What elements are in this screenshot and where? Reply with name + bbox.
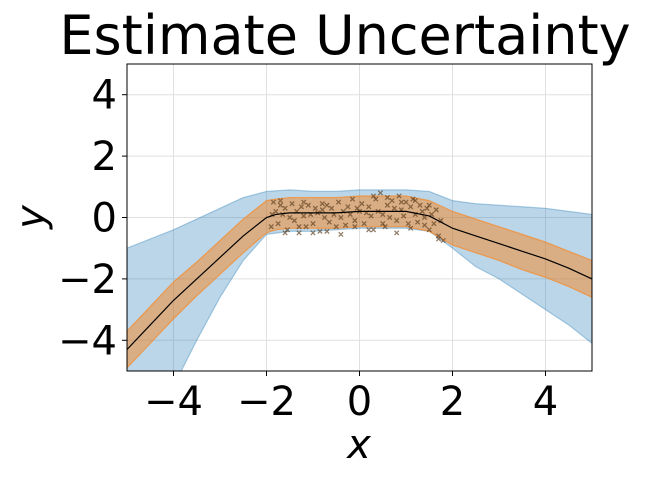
data-point [310, 230, 316, 236]
y-axis-label: y [8, 204, 54, 230]
y-tick-label: −4 [58, 318, 117, 364]
y-tick-label: 2 [92, 134, 117, 180]
data-point [352, 224, 358, 230]
data-point [305, 202, 312, 208]
data-point [389, 197, 395, 204]
data-point [328, 205, 335, 211]
data-point [359, 201, 365, 207]
x-axis-label: x [345, 422, 371, 468]
data-point [287, 214, 293, 221]
data-point [366, 227, 372, 233]
data-point [380, 220, 386, 227]
data-point [407, 225, 414, 231]
data-point [310, 220, 316, 227]
uncertainty-bands [127, 189, 592, 371]
x-tick-label: −2 [237, 379, 296, 425]
outer-uncertainty-band [127, 189, 592, 371]
data-point [414, 219, 421, 225]
data-point [282, 230, 288, 236]
data-point [277, 197, 284, 204]
data-point [345, 204, 351, 210]
data-point [438, 217, 444, 224]
data-point [319, 201, 325, 207]
chart-title: Estimate Uncertainty [59, 4, 630, 67]
data-point [412, 197, 418, 204]
data-point [298, 204, 305, 210]
data-point [275, 220, 281, 227]
data-point [312, 205, 318, 211]
data-point [405, 220, 411, 227]
data-point [421, 214, 428, 221]
data-point [426, 202, 432, 208]
data-point [419, 208, 425, 215]
data-point [268, 224, 274, 230]
data-point [338, 214, 344, 221]
data-point [303, 224, 309, 230]
data-point [417, 202, 423, 208]
data-point [407, 204, 414, 210]
x-axis-ticks: −4 −2 0 2 4 [144, 371, 558, 425]
data-point [270, 199, 277, 205]
data-point [347, 211, 353, 218]
data-point [319, 207, 325, 213]
data-point [289, 201, 295, 207]
data-point [380, 211, 386, 218]
data-point [296, 224, 302, 230]
y-tick-label: 0 [92, 196, 117, 242]
x-tick-label: 2 [440, 379, 465, 425]
data-point [435, 233, 442, 239]
data-point [394, 230, 400, 236]
data-point [338, 231, 344, 238]
data-point [324, 228, 330, 234]
data-point [352, 217, 358, 224]
data-point [421, 222, 428, 228]
data-point [277, 202, 284, 208]
inner-uncertainty-band [127, 195, 592, 369]
data-point [349, 196, 356, 202]
data-point [401, 213, 407, 219]
x-tick-label: −4 [144, 379, 203, 425]
data-point [301, 199, 307, 205]
data-point [431, 220, 437, 227]
y-tick-label: 4 [92, 73, 117, 119]
data-points [268, 190, 446, 244]
data-point [326, 219, 332, 225]
data-point [333, 224, 339, 230]
data-point [291, 217, 298, 224]
y-axis-ticks: −4 −2 0 2 4 [58, 73, 127, 364]
data-point [396, 193, 402, 199]
data-point [433, 207, 439, 213]
data-point [370, 193, 377, 199]
data-point [317, 228, 323, 234]
x-tick-label: 4 [533, 379, 558, 425]
mean-line [127, 210, 592, 350]
data-point [387, 214, 393, 221]
data-point [321, 214, 328, 221]
data-point [342, 222, 349, 228]
data-point [384, 202, 391, 208]
data-point [368, 213, 374, 219]
data-point [370, 227, 377, 233]
data-point [324, 202, 330, 208]
data-point [426, 227, 432, 233]
data-point [377, 190, 384, 196]
y-tick-label: −2 [58, 257, 117, 303]
data-point [361, 220, 367, 227]
data-point [366, 204, 372, 210]
data-point [301, 213, 307, 219]
data-point [403, 199, 409, 205]
data-point [391, 205, 398, 211]
data-point [384, 194, 391, 201]
data-point [440, 237, 446, 244]
mean-prediction [127, 210, 592, 350]
x-tick-label: 0 [347, 379, 372, 425]
data-point [282, 205, 288, 211]
data-point [296, 230, 302, 236]
data-point [335, 199, 342, 205]
grid [127, 64, 592, 371]
data-point [394, 217, 400, 224]
data-point [398, 199, 405, 205]
